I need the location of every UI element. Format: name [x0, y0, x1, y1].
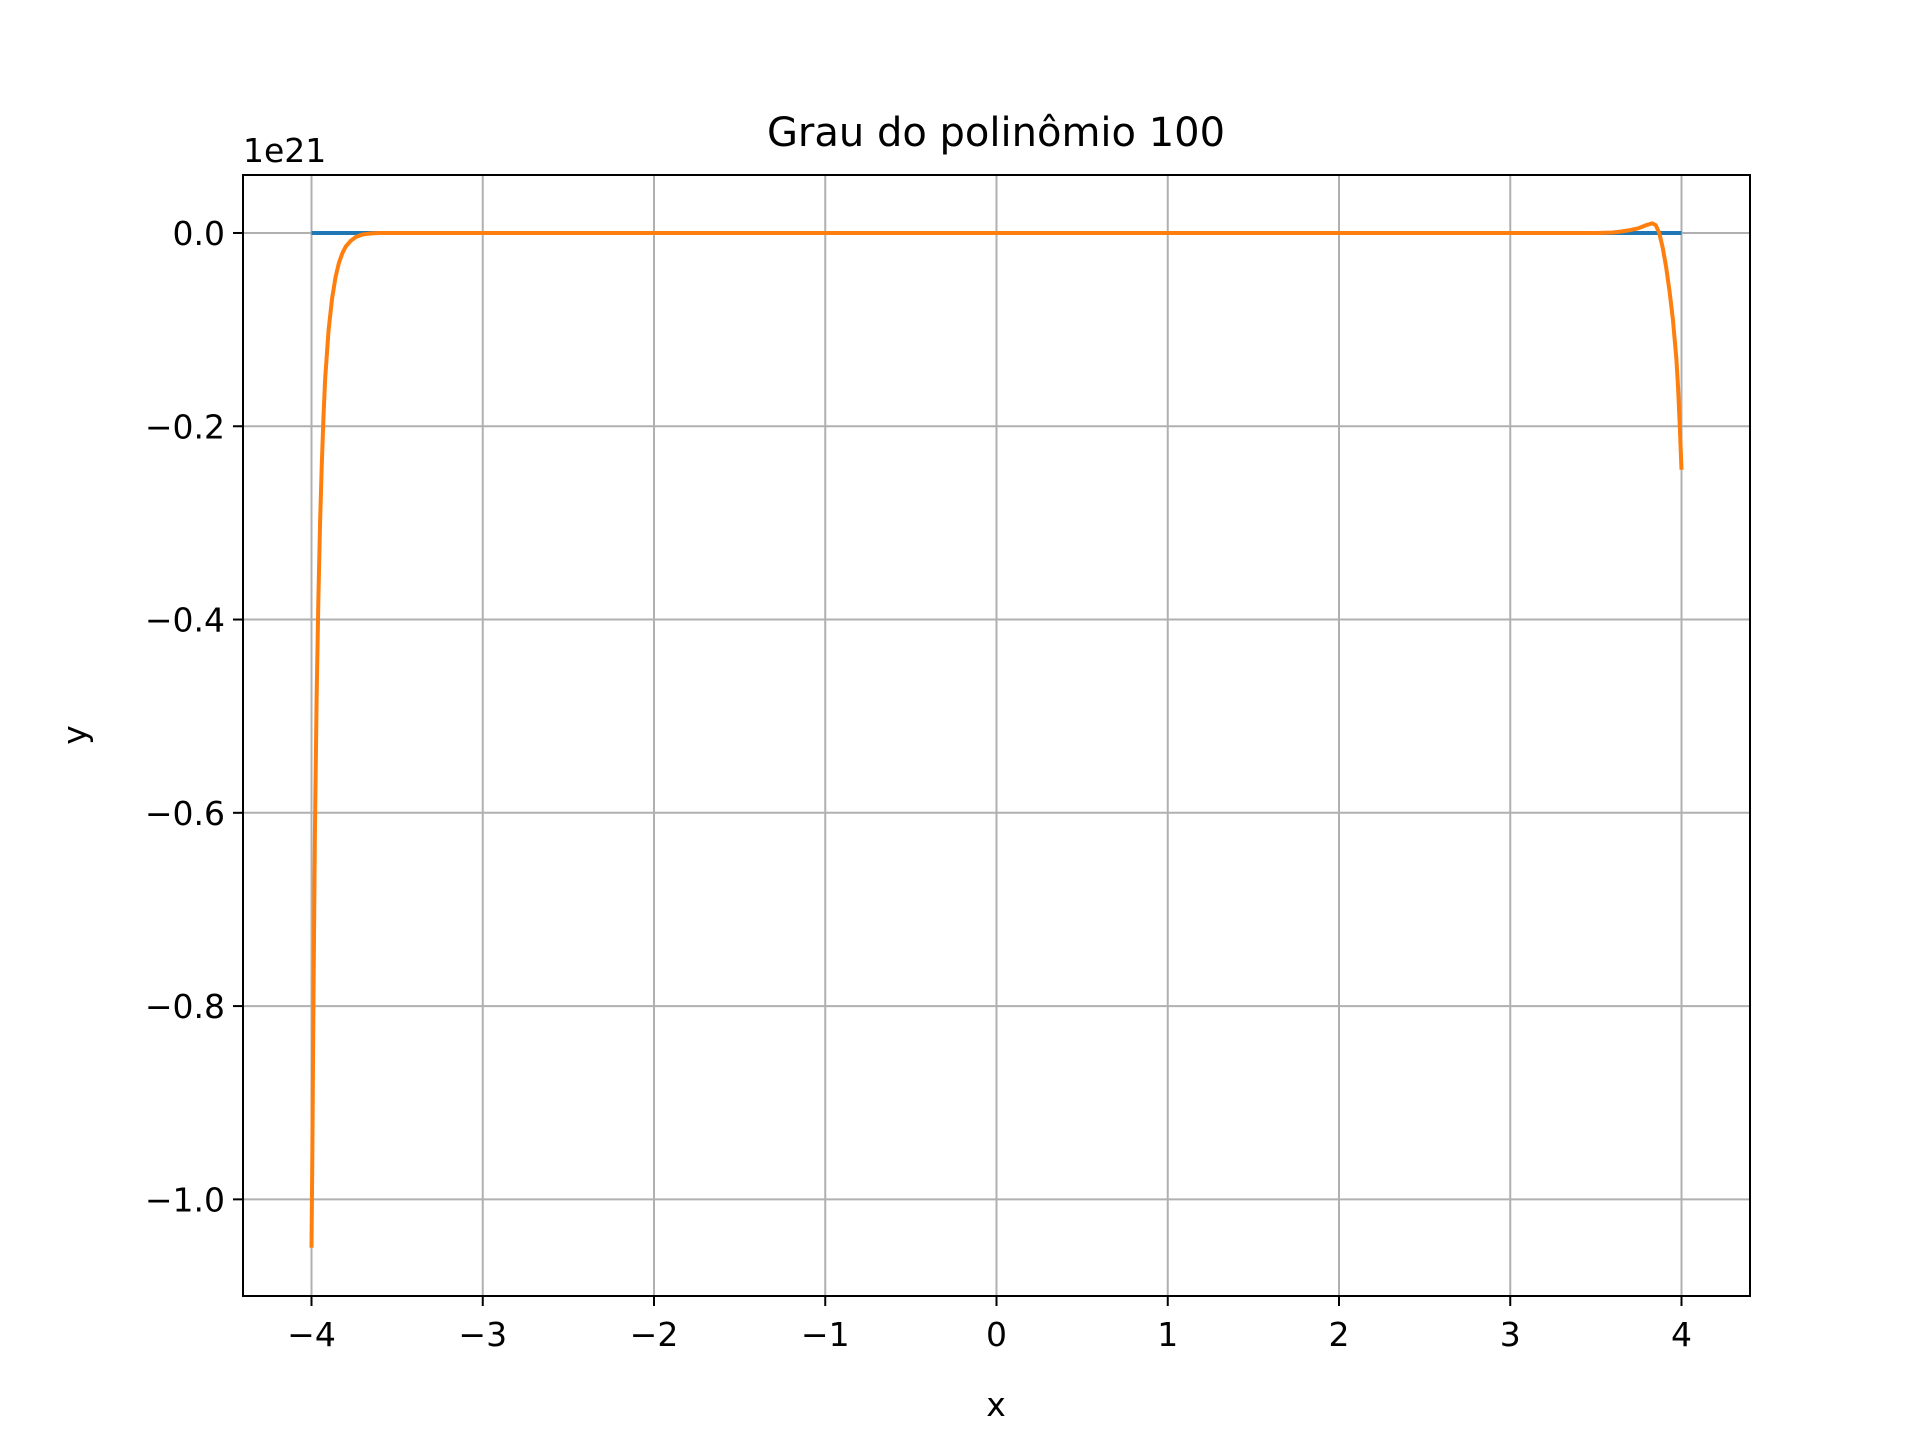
y-tick-label: −0.6 — [145, 794, 225, 833]
y-axis-title: y — [55, 725, 94, 745]
y-tick-label: 0.0 — [173, 214, 225, 253]
series-layer — [309, 221, 1684, 1248]
tick-layer: −4 −3 −2 −1 0 1 2 3 4 0.0 −0.2 −0.4 −0.6 −0.8 −1.0 — [145, 214, 1692, 1354]
x-tick-label: 3 — [1500, 1315, 1521, 1354]
x-tick-label: −4 — [287, 1315, 336, 1354]
x-axis-title: x — [986, 1385, 1006, 1424]
y-tick-label: −0.8 — [145, 987, 225, 1026]
x-tick-label: 2 — [1329, 1315, 1350, 1354]
x-tick-label: 1 — [1157, 1315, 1178, 1354]
grid-layer — [243, 175, 1750, 1296]
y-scale-label: 1e21 — [243, 131, 326, 170]
x-tick-label: −2 — [630, 1315, 679, 1354]
x-tick-label: −3 — [458, 1315, 507, 1354]
y-tick-label: −1.0 — [145, 1180, 225, 1219]
x-tick-label: −1 — [801, 1315, 850, 1354]
chart-title: Grau do polinômio 100 — [767, 110, 1225, 156]
x-tick-label: 0 — [986, 1315, 1007, 1354]
y-tick-label: −0.2 — [145, 407, 225, 446]
x-tick-label: 4 — [1671, 1315, 1692, 1354]
series-line-2 — [309, 221, 1684, 1248]
y-tick-label: −0.4 — [145, 601, 225, 640]
